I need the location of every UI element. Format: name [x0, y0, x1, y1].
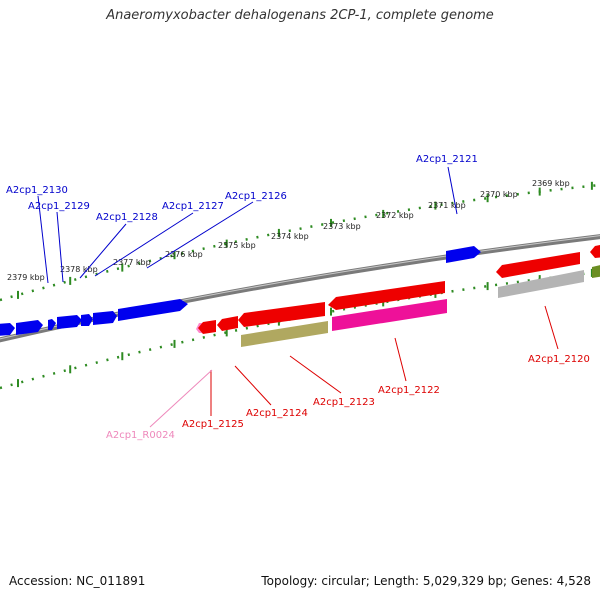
gene-label: A2cp1_2129: [28, 201, 90, 212]
leader-line: [447, 166, 458, 215]
scale-label: 2376 kbp: [165, 250, 203, 259]
leader-line: [146, 201, 254, 269]
forward-label-lines: [37, 166, 458, 284]
reverse-gene-arrow: [590, 245, 600, 258]
gene-label: A2cp1_2125: [182, 419, 244, 430]
olive-feature-bar: [241, 321, 328, 347]
leader-line: [37, 195, 49, 284]
gene-label: A2cp1_2122: [378, 385, 440, 396]
forward-genes: [0, 246, 481, 336]
leader-line: [289, 355, 342, 394]
leader-line: [149, 369, 213, 428]
forward-gene-arrow: [118, 299, 188, 321]
scale-label: 2375 kbp: [218, 241, 256, 250]
forward-gene-arrow: [57, 315, 82, 329]
reverse-label-lines: [149, 305, 559, 428]
leader-line: [56, 211, 64, 283]
leader-line: [394, 337, 407, 382]
rna-gene-label: A2cp1_R0024: [106, 430, 175, 441]
gene-label: A2cp1_2126: [225, 191, 287, 202]
forward-gene-arrow: [16, 320, 43, 335]
pink-feature-bar: [332, 299, 447, 331]
scale-label: 2378 kbp: [60, 265, 98, 274]
forward-gene-labels: A2cp1_2130 A2cp1_2129 A2cp1_2128 A2cp1_2…: [6, 154, 478, 223]
forward-gene-arrow: [48, 319, 56, 330]
gene-label: A2cp1_2127: [162, 201, 224, 212]
reverse-gene-labels: A2cp1_2125 A2cp1_2124 A2cp1_2123 A2cp1_2…: [182, 354, 590, 430]
scale-labels: 2369 kbp 2370 kbp 2371 kbp 2372 kbp 2373…: [7, 179, 570, 282]
genome-summary-text: Topology: circular; Length: 5,029,329 bp…: [261, 574, 591, 588]
reverse-genes: [196, 245, 600, 334]
forward-tick-rail: [0, 183, 600, 302]
reverse-gene-arrow: [238, 302, 325, 327]
forward-gene-arrow: [81, 314, 93, 326]
dark-olive-feature-bar: [592, 265, 600, 278]
map-title: Anaeromyxobacter dehalogenans 2CP-1, com…: [106, 8, 494, 23]
forward-gene-arrow: [446, 246, 481, 263]
scale-label: 2372 kbp: [376, 211, 414, 220]
reverse-gene-arrow: [328, 281, 445, 310]
gray-feature-bar: [498, 270, 584, 298]
scale-label: 2373 kbp: [323, 222, 361, 231]
forward-gene-arrow: [93, 311, 117, 325]
reverse-gene-arrow: [496, 252, 580, 278]
scale-label: 2374 kbp: [271, 232, 309, 241]
reverse-gene-arrow: [198, 320, 216, 334]
forward-gene-arrow: [0, 323, 15, 336]
gene-label: A2cp1_2121: [416, 154, 478, 165]
gene-label: A2cp1_2128: [96, 212, 158, 223]
gene-label: A2cp1_2124: [246, 408, 308, 419]
scale-label: 2369 kbp: [532, 179, 570, 188]
leader-line: [234, 365, 272, 406]
leader-line: [544, 305, 559, 350]
scale-label: 2379 kbp: [7, 273, 45, 282]
reverse-gene-arrow: [217, 316, 238, 331]
scale-label: 2370 kbp: [480, 190, 518, 199]
accession-text: Accession: NC_011891: [9, 574, 146, 588]
leader-line: [79, 223, 127, 279]
leader-line: [94, 212, 194, 277]
scale-label: 2377 kbp: [113, 258, 151, 267]
scale-label: 2371 kbp: [428, 201, 466, 210]
gene-label: A2cp1_2130: [6, 185, 68, 196]
gene-label: A2cp1_2123: [313, 397, 375, 408]
feature-bars: [241, 265, 600, 347]
gene-label: A2cp1_2120: [528, 354, 590, 365]
